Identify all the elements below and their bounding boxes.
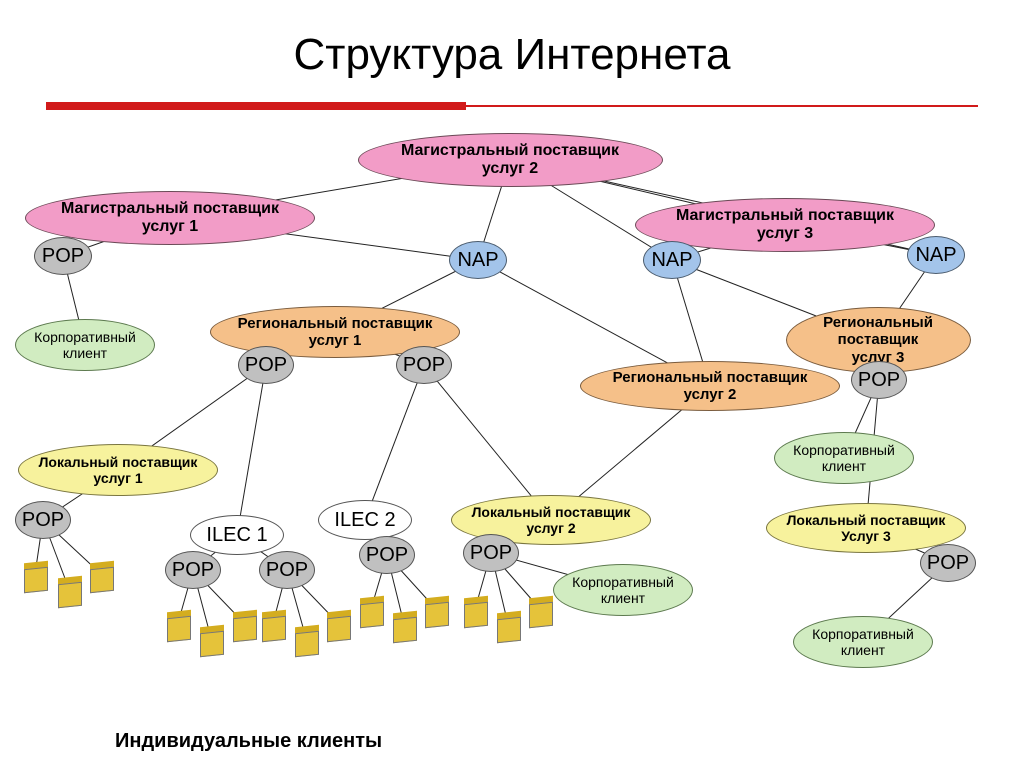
node-pop_i1b: POP xyxy=(259,551,315,589)
client-cube xyxy=(393,617,417,644)
node-nap1: NAP xyxy=(449,241,507,279)
title-rule-thin xyxy=(466,105,978,107)
node-corp1: Корпоративныйклиент xyxy=(15,319,155,371)
client-cube xyxy=(360,602,384,629)
node-ilec2: ILEC 2 xyxy=(318,500,412,540)
node-corp_l3: Корпоративныйклиент xyxy=(793,616,933,668)
client-cube xyxy=(262,616,286,643)
client-cube xyxy=(58,582,82,609)
title-rule-thick xyxy=(46,102,466,110)
client-cube xyxy=(425,602,449,629)
node-pop_l3: POP xyxy=(920,544,976,582)
node-bb2: Магистральный поставщикуслуг 2 xyxy=(358,133,663,187)
client-cube xyxy=(327,616,351,643)
client-cube xyxy=(529,602,553,629)
client-cube xyxy=(24,567,48,594)
node-nap3: NAP xyxy=(907,236,965,274)
node-nap2: NAP xyxy=(643,241,701,279)
node-pop_i2: POP xyxy=(359,536,415,574)
client-cube xyxy=(233,616,257,643)
client-cube xyxy=(90,567,114,594)
client-cube xyxy=(295,631,319,658)
node-pop_r1a: POP xyxy=(238,346,294,384)
node-reg2: Региональный поставщикуслуг 2 xyxy=(580,361,840,411)
node-pop_l2: POP xyxy=(463,534,519,572)
node-pop_r3: POP xyxy=(851,361,907,399)
node-pop_i1a: POP xyxy=(165,551,221,589)
node-loc1: Локальный поставщикуслуг 1 xyxy=(18,444,218,496)
client-cube xyxy=(167,616,191,643)
node-corp_r3: Корпоративныйклиент xyxy=(774,432,914,484)
page-title: Структура Интернета xyxy=(0,30,1024,80)
node-pop_l1: POP xyxy=(15,501,71,539)
footer-label: Индивидуальные клиенты xyxy=(115,730,382,753)
node-pop_bb1: POP xyxy=(34,237,92,275)
client-cube xyxy=(200,631,224,658)
node-ilec1: ILEC 1 xyxy=(190,515,284,555)
client-cube xyxy=(464,602,488,629)
client-cube xyxy=(497,617,521,644)
node-corp_l2: Корпоративныйклиент xyxy=(553,564,693,616)
node-pop_r1b: POP xyxy=(396,346,452,384)
